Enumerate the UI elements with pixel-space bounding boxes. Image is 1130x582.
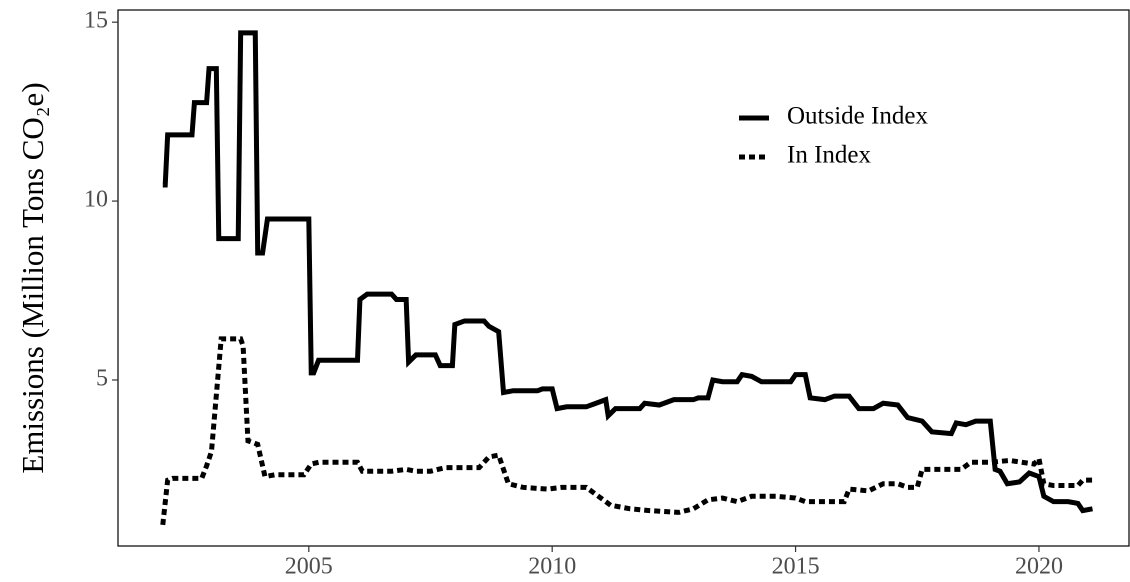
y-tick-label: 5 bbox=[96, 365, 108, 391]
y-tick-label: 10 bbox=[84, 187, 108, 213]
y-axis-label: Emissions (Million Tons CO₂e) bbox=[15, 82, 50, 473]
legend-label: Outside Index bbox=[787, 103, 928, 130]
x-tick-label: 2005 bbox=[285, 554, 333, 580]
series-line bbox=[162, 30, 1093, 514]
x-tick-label: 2015 bbox=[772, 554, 820, 580]
y-tick-label: 15 bbox=[84, 8, 108, 34]
series-line bbox=[160, 336, 1093, 526]
legend-label: In Index bbox=[787, 142, 871, 169]
x-tick-label: 2010 bbox=[528, 554, 576, 580]
x-tick-label: 2020 bbox=[1015, 554, 1063, 580]
plot-frame bbox=[117, 9, 1130, 547]
